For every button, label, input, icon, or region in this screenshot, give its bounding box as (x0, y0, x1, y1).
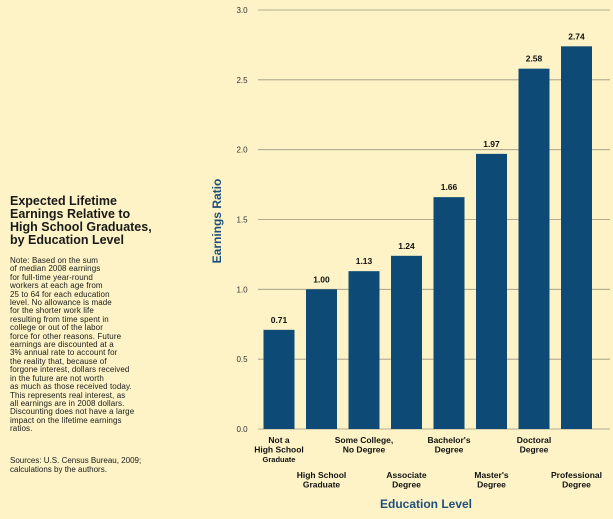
data-label: 1.24 (398, 241, 415, 251)
x-tick-label: Some College, No Degree (335, 435, 394, 455)
y-tick-label: 1.5 (236, 216, 248, 225)
chart-source: Sources: U.S. Census Bureau, 2009; calcu… (10, 456, 142, 474)
chart-title: Expected Lifetime Earnings Relative to H… (10, 194, 152, 247)
x-tick-label: Master's Degree (474, 470, 508, 490)
data-label: 0.71 (271, 315, 288, 325)
y-tick-label: 0.0 (236, 425, 248, 434)
data-label: 1.13 (356, 256, 373, 266)
y-tick-label: 1.0 (236, 285, 248, 294)
bars: 0.71 Not a High School Graduate 1.00 High Sch… (254, 31, 602, 489)
y-tick-label: 2.5 (236, 76, 248, 85)
x-axis-label: Education Level (380, 497, 472, 511)
x-tick-label: Not a High School Graduate (254, 435, 304, 464)
data-label: 2.58 (526, 54, 543, 64)
x-tick-label: High School Graduate (297, 470, 347, 490)
data-label: 2.74 (568, 31, 585, 41)
bar (306, 289, 337, 429)
y-tick-label: 0.5 (236, 355, 248, 364)
x-tick-label: Doctoral Degree (517, 435, 551, 455)
x-tick-label: Professional Degree (551, 470, 602, 490)
data-label: 1.00 (313, 274, 330, 284)
x-tick-label: Associate Degree (386, 470, 426, 490)
y-tick-label: 2.0 (236, 146, 248, 155)
chart-note: Note: Based on the sum of median 2008 ea… (10, 256, 135, 434)
bar (263, 329, 295, 429)
bar (348, 271, 380, 429)
y-tick-label: 3.0 (236, 6, 248, 15)
bar (391, 255, 422, 429)
x-tick-label: Bachelor's Degree (427, 435, 470, 455)
bar (433, 197, 465, 429)
data-label: 1.97 (483, 139, 500, 149)
data-label: 1.66 (441, 182, 458, 192)
bar (518, 68, 550, 429)
bar (561, 46, 592, 430)
y-axis-label: Earnings Ratio (210, 179, 224, 264)
bar (476, 153, 507, 429)
